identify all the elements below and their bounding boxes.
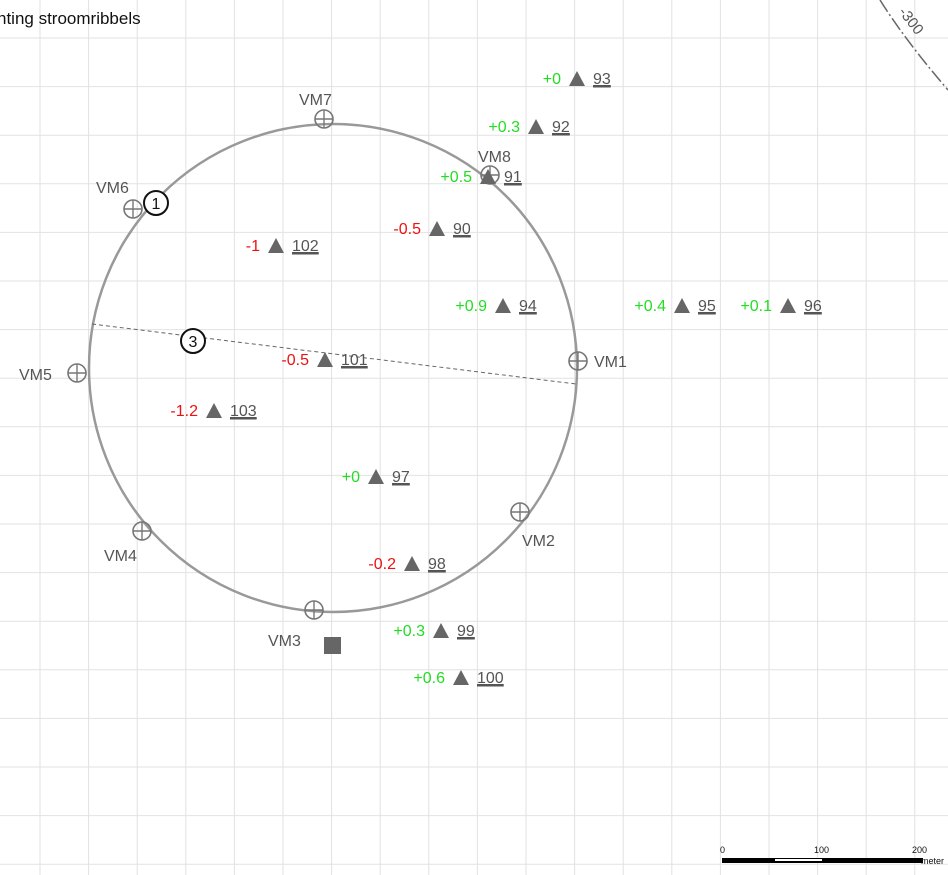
measurement-id: 103: [230, 403, 257, 420]
measurement-delta: -0.2: [368, 556, 396, 573]
measurement-points-layer: +0 93+0.3 92+0.5 91-0.5 90-1 102+0.9 94 +0.4 95 +…: [170, 71, 822, 687]
measurement-delta: +0.4: [634, 298, 666, 315]
square-marker: [324, 637, 341, 654]
reference-point-label: VM2: [522, 533, 555, 550]
triangle-marker-icon: [404, 556, 420, 571]
transect-line: [91, 323, 577, 385]
reference-point-vm4[interactable]: VM4: [104, 521, 152, 565]
measurement-delta: +0: [342, 469, 360, 486]
reference-point-label: VM1: [594, 354, 627, 371]
reference-point-label: VM5: [19, 367, 52, 384]
measurement-point-90[interactable]: -0.5 90: [393, 221, 471, 238]
triangle-marker-icon: [429, 221, 445, 236]
reference-points-layer: VM1 VM2 VM3 VM4 VM5 VM6 VM7 VM8: [19, 92, 627, 650]
measurement-point-100[interactable]: +0.6 100: [413, 670, 504, 687]
callouts-layer: 13: [143, 190, 206, 354]
triangle-marker-icon: [317, 352, 333, 367]
measurement-delta: +0: [543, 71, 561, 88]
triangle-marker-icon: [674, 298, 690, 313]
measurement-id: 101: [341, 352, 368, 369]
measurement-id: 99: [457, 623, 475, 640]
measurement-point-98[interactable]: -0.2 98: [368, 556, 446, 573]
scale-unit: meter: [921, 856, 944, 866]
reference-point-vm6[interactable]: VM6: [96, 180, 143, 219]
triangle-marker-icon: [368, 469, 384, 484]
measurement-point-99[interactable]: +0.3 99: [393, 623, 475, 640]
measurement-delta: -1: [246, 238, 260, 255]
reference-point-vm1[interactable]: VM1: [568, 351, 627, 371]
scale-tick-100: 100: [814, 845, 829, 855]
reference-point-vm2[interactable]: VM2: [510, 502, 555, 550]
measurement-id: 96: [804, 298, 822, 315]
triangle-marker-icon: [480, 169, 496, 184]
measurement-id: 92: [552, 119, 570, 136]
measurement-delta: +0.1: [740, 298, 772, 315]
triangle-marker-icon: [206, 403, 222, 418]
scale-tick-200: 200: [912, 845, 927, 855]
measurement-point-92[interactable]: +0.3 92: [488, 119, 570, 136]
reference-point-label: VM3: [268, 633, 301, 650]
reference-point-label: VM6: [96, 180, 129, 197]
triangle-marker-icon: [528, 119, 544, 134]
triangle-marker-icon: [569, 71, 585, 86]
reference-point-vm3[interactable]: VM3: [268, 600, 324, 650]
measurement-delta: -1.2: [170, 403, 198, 420]
triangle-marker-icon: [780, 298, 796, 313]
contour-line: -300: [879, 0, 948, 91]
measurement-delta: -0.5: [281, 352, 309, 369]
triangle-marker-icon: [495, 298, 511, 313]
callout-label: 1: [152, 196, 161, 213]
measurement-id: 100: [477, 670, 504, 687]
reference-point-label: VM4: [104, 548, 137, 565]
callout-label: 3: [189, 334, 198, 351]
measurement-delta: -0.5: [393, 221, 421, 238]
scale-tick-0: 0: [720, 845, 725, 855]
measurement-id: 94: [519, 298, 537, 315]
map-title: nting stroomribbels: [0, 9, 141, 28]
measurement-delta: +0.5: [440, 169, 472, 186]
measurement-delta: +0.9: [455, 298, 487, 315]
measurement-point-102[interactable]: -1 102: [246, 238, 319, 255]
measurement-id: 95: [698, 298, 716, 315]
triangle-marker-icon: [453, 670, 469, 685]
triangle-marker-icon: [268, 238, 284, 253]
reference-point-vm7[interactable]: VM7: [299, 92, 334, 129]
triangle-marker-icon: [433, 623, 449, 638]
reference-point-vm5[interactable]: VM5: [19, 363, 87, 384]
measurement-id: 90: [453, 221, 471, 238]
scale-bar: 0 100 200 meter: [720, 845, 944, 866]
reference-point-label: VM7: [299, 92, 332, 109]
measurement-id: 91: [504, 169, 522, 186]
measurement-delta: +0.3: [488, 119, 520, 136]
measurement-delta: +0.3: [393, 623, 425, 640]
contour-label: -300: [895, 4, 927, 38]
reference-point-label: VM8: [478, 149, 511, 166]
measurement-delta: +0.6: [413, 670, 445, 687]
measurement-point-97[interactable]: +0 97: [342, 469, 410, 486]
callout-3: 3: [180, 328, 206, 354]
measurement-point-94[interactable]: +0.9 94: [455, 298, 537, 315]
measurement-id: 98: [428, 556, 446, 573]
measurement-point-101[interactable]: -0.5 101: [281, 352, 368, 369]
measurement-point-96[interactable]: +0.1 96: [740, 298, 822, 315]
measurement-id: 93: [593, 71, 611, 88]
measurement-id: 102: [292, 238, 319, 255]
study-area-circle: [87, 122, 579, 614]
measurement-point-103[interactable]: -1.2 103: [170, 403, 257, 420]
measurement-point-95[interactable]: +0.4 95: [634, 298, 716, 315]
callout-1: 1: [143, 190, 169, 216]
measurement-point-91[interactable]: +0.5 91: [440, 169, 522, 186]
measurement-point-93[interactable]: +0 93: [543, 71, 611, 88]
measurement-id: 97: [392, 469, 410, 486]
